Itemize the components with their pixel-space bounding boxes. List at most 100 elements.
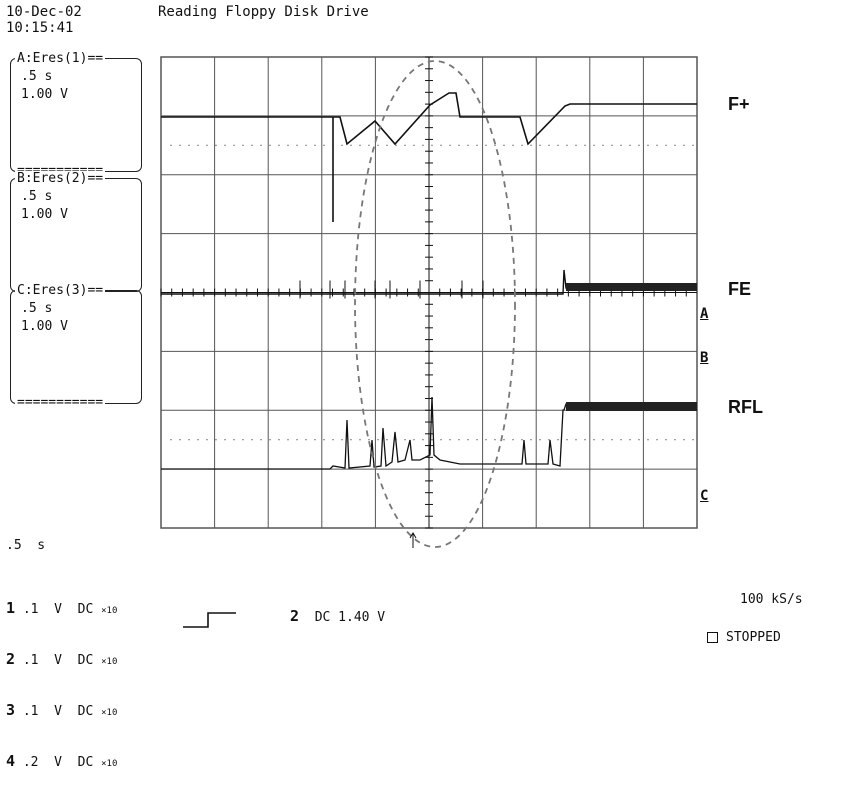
time-readout: 10:15:41 [6,20,74,36]
grid-dot [503,144,505,147]
grid-dot [467,144,469,147]
grid-dot [449,438,451,441]
grid-dot [386,144,388,147]
grid-dot [611,144,613,147]
grid-dot [665,438,667,441]
grid-dot [512,438,514,441]
channel-number: 2 [6,650,16,668]
marker-a[interactable]: A [700,306,709,322]
trace-c-timebase: .5 s [21,301,53,316]
label-fe: FE [728,279,752,299]
grid-dot [206,144,208,147]
grid-dot [494,144,496,147]
grid-dot [368,438,370,441]
grid-dot [512,144,514,147]
rfl-noise-band [566,402,697,411]
grid-dot [188,438,190,441]
channel-row[interactable]: 4 .2 V DC ×10 [6,752,118,770]
trace-a-name: A:Eres(1)== [15,51,106,67]
grid-dot [296,438,298,441]
grid-dot [269,144,271,147]
acquisition-status[interactable]: STOPPED [707,630,781,646]
grid-dot [431,144,433,147]
stop-indicator-icon [707,632,718,643]
grid-dot [197,438,199,441]
grid-dot [584,438,586,441]
grid-dot [485,144,487,147]
grid-dot [179,438,181,441]
grid-dot [287,144,289,147]
grid-dot [584,144,586,147]
marker-b[interactable]: B [700,350,709,366]
grid-dot [494,438,496,441]
grid-dot [485,438,487,441]
grid-dot [215,144,217,147]
grid-dot [395,144,397,147]
grid-dot [458,438,460,441]
grid-dot [440,144,442,147]
grid-dot [467,438,469,441]
grid-dot [656,438,658,441]
grid-dot [629,438,631,441]
trigger-readout[interactable]: 2 DC 1.40 V [290,608,385,626]
label-f-plus: F+ [728,94,750,114]
channel-row[interactable]: 2 .1 V DC ×10 [6,650,118,668]
grid-dot [593,438,595,441]
grid-dot [422,438,424,441]
grid-dot [521,438,523,441]
trace-c-name: C:Eres(3)== [15,283,106,299]
grid-dot [638,438,640,441]
channel-list: 1 .1 V DC ×10 2 .1 V DC ×10 3 .1 V DC ×1… [6,568,117,788]
grid-dot [260,438,262,441]
grid-dot [350,144,352,147]
grid-dot [287,438,289,441]
channel-row[interactable]: 3 .1 V DC ×10 [6,701,118,719]
grid-dot [530,438,532,441]
grid-dot [341,438,343,441]
trace-f-plus [161,92,697,222]
grid-dot [386,438,388,441]
grid-dot [224,144,226,147]
grid-dot [656,144,658,147]
grid-dot [665,144,667,147]
grid-dot [251,144,253,147]
grid-dot [575,438,577,441]
date-readout: 10-Dec-02 [6,4,82,20]
trace-b-name: B:Eres(2)== [15,171,106,187]
grid-dot [377,438,379,441]
grid-dot [233,438,235,441]
grid-dot [170,144,172,147]
channel-row[interactable]: 1 .1 V DC ×10 [6,599,118,617]
grid-dot [557,438,559,441]
grid-dot [602,144,604,147]
grid-dot [449,144,451,147]
grid-dot [548,144,550,147]
grid-dot [206,438,208,441]
trace-a-timebase: .5 s [21,69,53,84]
grid-dot [476,438,478,441]
grid-dot [647,144,649,147]
marker-c[interactable]: C [700,488,709,504]
trigger-setting: DC 1.40 V [314,610,386,625]
grid-dot [683,144,685,147]
trace-c-panel[interactable]: C:Eres(3)== .5 s 1.00 V =========== [10,283,142,411]
grid-dot [242,144,244,147]
grid-dot [539,144,541,147]
grid-dot [575,144,577,147]
channel-number: 3 [6,701,16,719]
grid-dot [170,438,172,441]
grid-dot [305,144,307,147]
grid-dot [314,144,316,147]
grid-dot [350,438,352,441]
highlight-ellipse [354,60,516,548]
grid-dot [476,144,478,147]
grid-dot [305,438,307,441]
grid-dot [521,144,523,147]
grid-dot [647,438,649,441]
grid-dot [224,438,226,441]
grid-dot [314,438,316,441]
grid-dot [440,438,442,441]
grid-dot [278,144,280,147]
grid-dot [179,144,181,147]
trigger-edge-icon [183,612,236,628]
